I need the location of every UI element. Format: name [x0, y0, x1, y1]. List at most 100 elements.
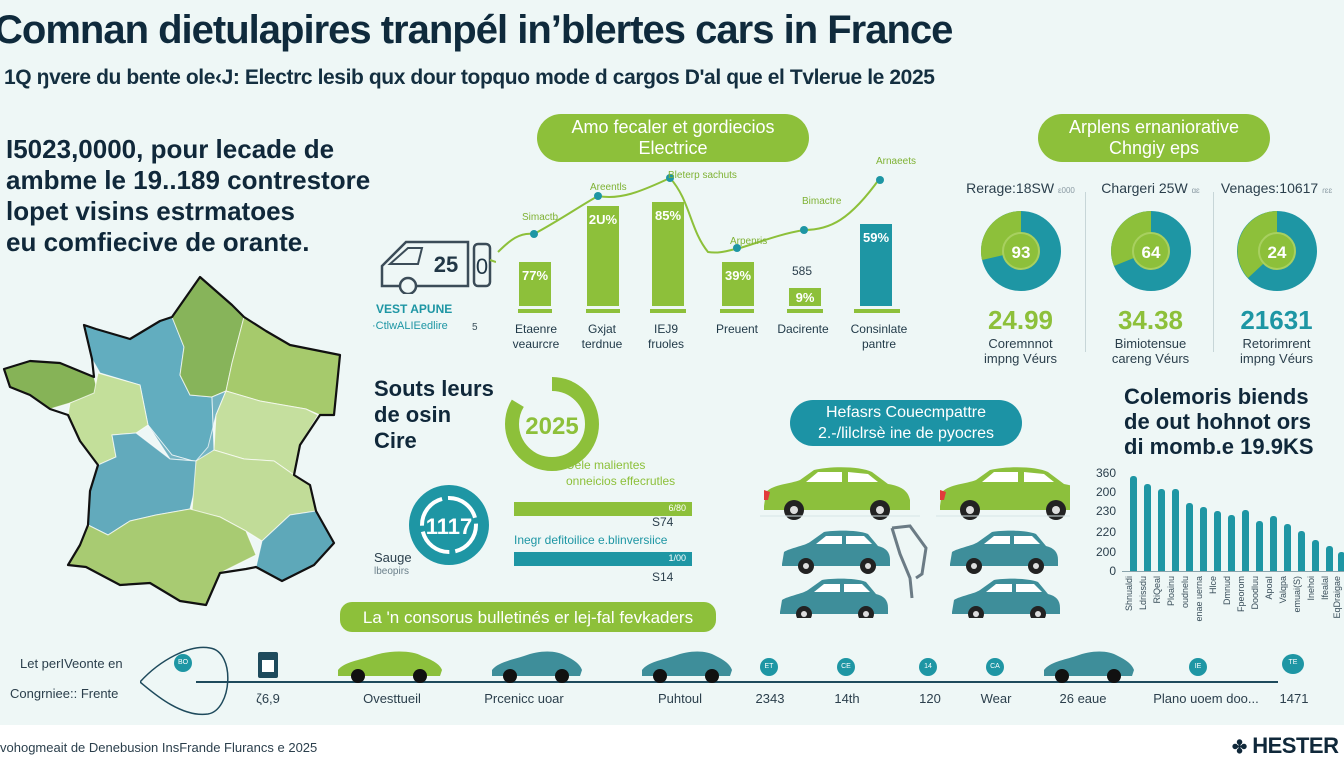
timeline-label: 120	[919, 691, 941, 706]
bar-extra-label: 585	[792, 264, 813, 278]
year-ring-icon: 2025	[505, 377, 599, 471]
timeline-axis	[140, 646, 1278, 716]
badge-caption-sub: lbeopirs	[374, 566, 410, 577]
timeline-car-teal	[492, 651, 582, 683]
van-legend-num: 5	[472, 322, 478, 333]
donut-chart: 24	[1236, 211, 1317, 291]
svg-text:0: 0	[476, 254, 488, 279]
timeline-label: Prcenicc uoar	[484, 691, 564, 706]
bar: 2U%	[587, 206, 619, 306]
ring-caption: onneicios effecrutles	[566, 474, 676, 488]
category-label: Consinlate pantre	[850, 322, 908, 351]
timeline-car-green	[338, 651, 442, 683]
timeline-side-label: Let perIVeonte en	[20, 656, 123, 671]
bar: 85%	[652, 202, 684, 306]
timeline-label: 26 eaue	[1059, 691, 1107, 706]
timeline-banner: La 'n consorus bulletinés er lej-fal fev…	[340, 602, 716, 632]
svg-text:2025: 2025	[525, 413, 578, 440]
timeline-label: 2343	[755, 691, 785, 706]
teal-car-icon	[952, 578, 1060, 618]
timeline-car-teal	[642, 651, 732, 683]
intro-line: ambme le 19..189 contrestore	[6, 165, 371, 195]
timeline-bubble-icon: ET	[760, 658, 778, 676]
timeline-label: 1471	[1279, 691, 1309, 706]
right-chart-title: Colemoris biends de out hohnot ors di mo…	[1124, 384, 1314, 459]
timeline-label: Ovesttueil	[363, 691, 421, 706]
progress-caption: Inegr defitoilice e.blinversiice	[514, 533, 668, 547]
progress-value: S14	[652, 570, 674, 584]
charger-station-icon	[258, 652, 278, 678]
bar-chart-title-line2: Electrice	[638, 138, 708, 158]
timeline-label: Puhtoul	[657, 691, 703, 706]
donut-chart: 64	[1110, 211, 1191, 291]
donut-title-line1: Arplens ernaniorative	[1068, 117, 1240, 137]
cars-illustration	[760, 467, 1070, 618]
category-label: Dacirente	[777, 322, 829, 336]
cars-title-line1: Hefasrs Couecmpattre	[825, 404, 987, 421]
teal-car-icon	[782, 530, 890, 574]
svg-text:1117: 1117	[426, 514, 473, 539]
middle-heading: Souts leurs de osin Cire	[374, 376, 494, 453]
van-legend-title: VEST APUNE	[376, 302, 453, 316]
intro-line: lopet visins estrmatoes	[6, 196, 295, 226]
progress-bar-teal: 1/00	[514, 552, 692, 566]
progress-value: S74	[652, 515, 674, 529]
category-label: Preuent	[715, 322, 759, 336]
donut-section-title-pill: Arplens ernaniorative Chngiy eps	[1038, 114, 1270, 162]
timeline-side-label: Congrniee:: Frente	[10, 686, 119, 701]
svg-text:93: 93	[1011, 243, 1030, 262]
teal-car-icon	[780, 578, 888, 618]
timeline-label: ζ6,9	[256, 691, 280, 706]
timeline-bubble-icon: BO	[174, 654, 192, 672]
france-map	[2, 275, 342, 607]
cars-title-pill: Hefasrs Couecmpattre 2.-/lilclrsè ine de…	[790, 400, 1022, 446]
van-legend-sub: ·CtlwALIEedlire	[372, 320, 448, 332]
svg-text:25: 25	[434, 252, 458, 277]
timeline-car-teal	[1044, 651, 1134, 683]
point-label: Areentls	[590, 182, 627, 193]
bar-chart-title-line1: Amo fecaler et gordiecios	[571, 117, 775, 137]
progress-bar-green: 6/80	[514, 502, 692, 516]
van-icon: 25 0	[380, 240, 496, 294]
ring-caption: Uele malientes	[566, 458, 646, 472]
timeline-label: 14th	[834, 691, 860, 706]
donut-item: Venages:10617 ɾɛɛ 24 21631 Retorimrent i…	[1220, 180, 1333, 366]
charging-plug-icon	[890, 524, 928, 599]
category-label: Etaenre veaurcre	[512, 322, 560, 351]
intro-line: I5023,0000, pour lecade de	[6, 134, 335, 164]
intro-text: I5023,0000, pour lecade de ambme le 19..…	[6, 134, 376, 258]
bar: 59%	[860, 224, 892, 306]
timeline-bubble-icon: TE	[1282, 654, 1304, 674]
teal-car-icon	[950, 530, 1058, 574]
cars-title-line2: 2.-/lilclrsè ine de pyocres	[817, 425, 995, 442]
timeline-bubble-icon: IE	[1189, 658, 1207, 676]
green-car-icon	[764, 467, 910, 520]
point-label: Arpenris	[730, 236, 768, 247]
footer-source: vohogmeait de Denebusion InsFrande Flura…	[0, 740, 318, 755]
donut-chart: 93	[980, 210, 1061, 291]
timeline-bubble-icon: 14	[919, 658, 937, 676]
svg-text:64: 64	[1141, 243, 1160, 262]
logo-mark-icon: ✤	[1232, 737, 1247, 757]
trend-line	[497, 174, 884, 254]
right-bar-chart: 360 200 230 220 200 0	[1086, 466, 1344, 578]
bar: 77%	[519, 262, 551, 306]
logo-text: HESTER	[1252, 733, 1339, 758]
category-label: Gxjat terdnue	[581, 322, 623, 351]
bar: 39%	[722, 262, 754, 306]
charging-badge-icon: 1117	[409, 485, 489, 565]
point-label: Arnaeets	[876, 156, 917, 167]
donut-title-line2: Chngiy eps	[1108, 138, 1200, 158]
point-label: Bimactre	[802, 196, 842, 207]
bar: 9%	[789, 288, 821, 306]
timeline-bubble-icon: CE	[837, 658, 855, 676]
page-title: Comnan dietulapires tranpél in’blertes c…	[0, 8, 953, 52]
footer	[0, 725, 1344, 768]
intro-line: eu comfiecive de orante.	[6, 227, 310, 257]
badge-caption: Sauge	[374, 550, 412, 565]
svg-text:24: 24	[1267, 243, 1286, 262]
point-label: Bleterp sachuts	[668, 170, 737, 181]
point-label: Simactb	[522, 212, 559, 223]
bar-chart: 77% 2U% 85% 39% 9% 59% 585	[500, 178, 920, 318]
donut-item: Rerage:18SW ε000 93 24.99 Coremnnot impn…	[966, 180, 1075, 366]
